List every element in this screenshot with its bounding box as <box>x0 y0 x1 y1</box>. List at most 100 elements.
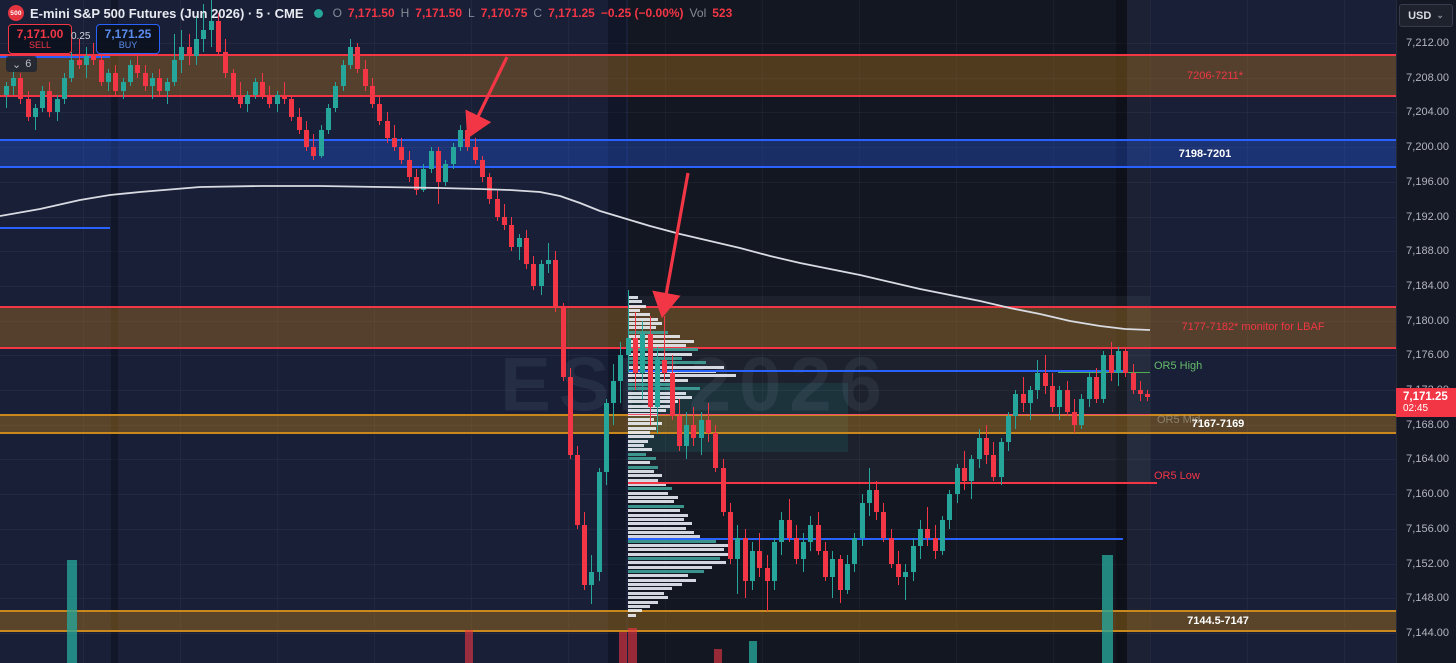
volume-profile-row <box>628 604 650 608</box>
candle <box>662 359 667 373</box>
spread-value: 0.25 <box>71 31 91 42</box>
price-zone[interactable] <box>0 611 1396 632</box>
volume-profile-row <box>628 443 644 447</box>
level-label: OR5 Mid <box>1157 414 1201 426</box>
candle <box>524 238 529 265</box>
candle <box>684 424 689 447</box>
volume-profile-row <box>628 613 636 617</box>
volume-profile-row <box>628 409 666 413</box>
candle <box>429 151 434 169</box>
candle <box>699 420 704 438</box>
candle <box>640 333 645 373</box>
volume-bar <box>1102 555 1113 663</box>
sell-button[interactable]: 7,171.00 SELL <box>8 24 72 54</box>
or5-high-line[interactable] <box>628 370 1123 373</box>
candle <box>772 541 777 581</box>
candle <box>487 177 492 200</box>
intraday-blue-line[interactable] <box>628 538 1123 541</box>
candle <box>40 90 45 109</box>
candle <box>33 108 38 117</box>
candle <box>179 47 184 61</box>
market-status-icon[interactable] <box>313 8 323 18</box>
candle <box>933 537 938 551</box>
candle <box>495 199 500 217</box>
buy-button[interactable]: 7,171.25 BUY <box>96 24 160 54</box>
candle <box>881 511 886 538</box>
candle <box>377 103 382 122</box>
candle <box>589 572 594 586</box>
price-zone-border <box>0 54 1396 57</box>
volume-profile-row <box>628 535 700 539</box>
candle <box>436 151 441 182</box>
volume-profile-row <box>628 539 716 543</box>
level-label: OR5 Low <box>1154 470 1200 482</box>
candle <box>201 29 206 39</box>
candle <box>962 468 967 482</box>
candle <box>282 95 287 100</box>
symbol-title[interactable]: E-mini S&P 500 Futures (Jun 2026) · 5 · … <box>30 5 304 21</box>
candle <box>223 51 228 74</box>
price-zone-label: 7198-7201 <box>1178 147 1232 160</box>
candle-wick <box>174 34 175 87</box>
price-zone-border <box>0 94 1396 97</box>
candle <box>333 86 338 109</box>
candle <box>816 524 821 551</box>
candle <box>62 77 67 100</box>
or5-mid-line[interactable] <box>628 413 1150 416</box>
candle <box>582 524 587 586</box>
candle <box>341 64 346 87</box>
candle-wick <box>79 38 80 70</box>
volume-profile-row <box>628 548 724 552</box>
volume-bar <box>714 649 722 663</box>
v-gridline <box>1344 0 1345 663</box>
candle <box>414 177 419 191</box>
left-blue-line-low[interactable] <box>0 226 110 229</box>
price-axis[interactable]: 7,212.00 7,208.00 7,204.00 7,200.00 7,196.00… <box>1396 0 1456 663</box>
candle <box>245 95 250 104</box>
v-gridline <box>374 0 375 663</box>
h-gridline <box>0 390 1396 392</box>
candle <box>830 559 835 577</box>
or5-low-line[interactable] <box>628 482 1157 484</box>
volume-profile-row <box>628 543 728 547</box>
candle <box>473 147 478 161</box>
candle <box>253 82 258 96</box>
candle-wick <box>167 77 168 104</box>
volume-bar <box>67 560 77 663</box>
volume-profile-row <box>628 296 638 299</box>
left-blue-line-high[interactable] <box>0 55 110 58</box>
volume-profile-row <box>628 517 684 521</box>
candle-wick <box>240 82 241 109</box>
price-zone-border <box>0 432 1396 435</box>
session-shading <box>1150 0 1396 663</box>
candle <box>26 99 31 117</box>
candle <box>626 338 631 356</box>
candle <box>925 528 930 538</box>
volume-profile-row <box>628 400 678 404</box>
price-zone[interactable] <box>0 415 1396 434</box>
candle <box>845 563 850 590</box>
volume-profile-row <box>628 448 652 452</box>
candle <box>319 129 324 156</box>
price-zone-border <box>0 166 1396 169</box>
candle <box>940 520 945 551</box>
candle <box>113 73 118 91</box>
h-gridline <box>0 216 1396 218</box>
candle <box>1079 398 1084 425</box>
candle <box>977 437 982 460</box>
currency-button[interactable]: USD ⌄ <box>1399 4 1453 27</box>
candle <box>1035 372 1040 391</box>
candle <box>670 372 675 417</box>
volume-profile-row <box>628 356 682 360</box>
candle <box>55 99 60 113</box>
candle <box>465 129 470 148</box>
candle <box>1072 411 1077 425</box>
candle-wick <box>767 554 768 612</box>
volume-label: Vol <box>689 6 707 20</box>
price-axis-label: 7,156.00 <box>1406 522 1449 535</box>
price-zone[interactable] <box>0 140 1396 168</box>
indicator-legend-toggle[interactable]: ⌄ 6 <box>6 56 38 72</box>
open-value: 7,171.50 <box>347 6 395 20</box>
candle <box>1065 390 1070 412</box>
